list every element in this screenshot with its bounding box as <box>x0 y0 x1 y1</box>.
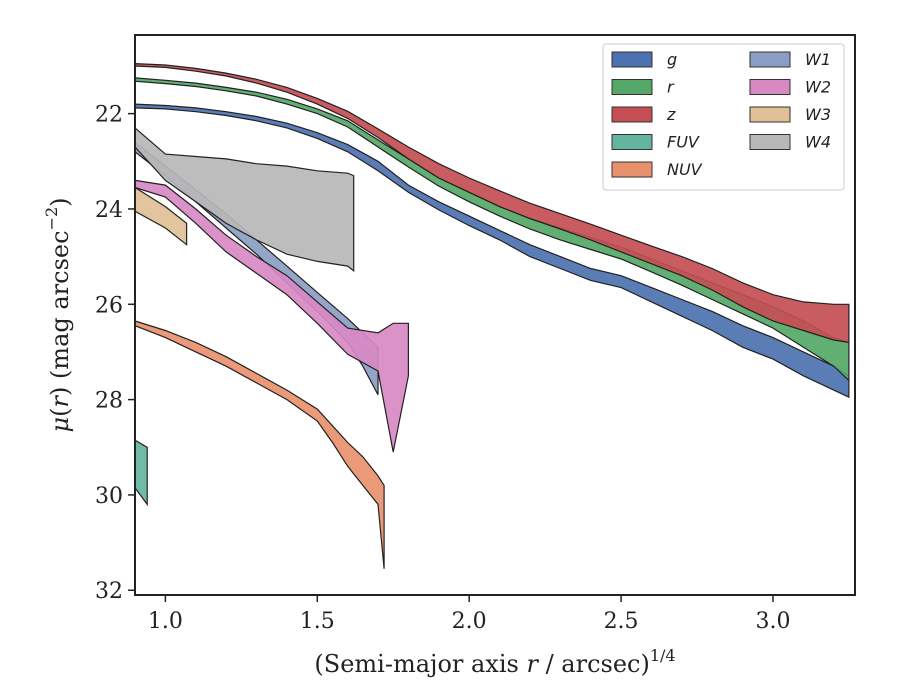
x-tick-label: 3.0 <box>755 609 790 634</box>
y-axis-label: μ(r) (mag arcsec−2) <box>42 197 74 432</box>
legend-swatch-nuv <box>611 161 653 178</box>
plot-frame <box>134 34 856 596</box>
legend-label-g: g <box>667 50 677 69</box>
legend-swatch-z <box>611 106 653 123</box>
tick-layer: 1.0 1.5 2.0 2.5 3.0 22 24 26 28 30 32 <box>95 103 790 634</box>
legend-swatch-g <box>611 51 653 68</box>
x-tick-label: 1.0 <box>148 609 183 634</box>
legend-swatch-w4 <box>749 134 791 150</box>
y-tick-label: 22 <box>95 103 123 128</box>
legend-label-w3: W3 <box>805 105 831 124</box>
legend-label-w1: W1 <box>805 50 831 69</box>
band-w2 <box>134 179 409 453</box>
y-tick-label: 30 <box>95 484 123 509</box>
y-tick-label: 32 <box>95 579 123 604</box>
legend-swatch-w3 <box>749 106 791 123</box>
y-tick-label: 24 <box>95 198 123 223</box>
legend-label-nuv: NUV <box>667 160 703 179</box>
legend-swatch-w1 <box>749 51 791 68</box>
x-tick-label: 1.5 <box>300 609 335 634</box>
legend-label-fuv: FUV <box>667 133 700 152</box>
x-tick-label: 2.5 <box>604 609 639 634</box>
legend-swatch-fuv <box>611 134 653 150</box>
legend-label-z: z <box>666 105 676 124</box>
legend-label-w4: W4 <box>805 133 831 152</box>
legend-swatch-r <box>611 79 653 95</box>
legend-label-w2: W2 <box>805 78 831 97</box>
legend-label-r: r <box>667 78 675 97</box>
band-nuv <box>134 320 385 569</box>
band-z <box>134 62 850 344</box>
band-g <box>134 103 850 399</box>
legend-swatch-w2 <box>749 79 791 95</box>
legend-items: grz FUV NUV W1 W2 W3 W4 <box>611 50 831 179</box>
y-tick-label: 26 <box>95 293 123 318</box>
band-r <box>134 77 850 382</box>
series-layer <box>134 62 850 569</box>
band-fuv <box>134 439 148 507</box>
band-w4 <box>134 126 355 273</box>
y-tick-label: 28 <box>95 389 123 414</box>
legend: grz FUV NUV W1 W2 W3 W4 <box>602 43 845 191</box>
x-axis-label: (Semi-major axis r / arcsec)1/4 <box>314 646 675 678</box>
x-tick-label: 2.0 <box>452 609 487 634</box>
